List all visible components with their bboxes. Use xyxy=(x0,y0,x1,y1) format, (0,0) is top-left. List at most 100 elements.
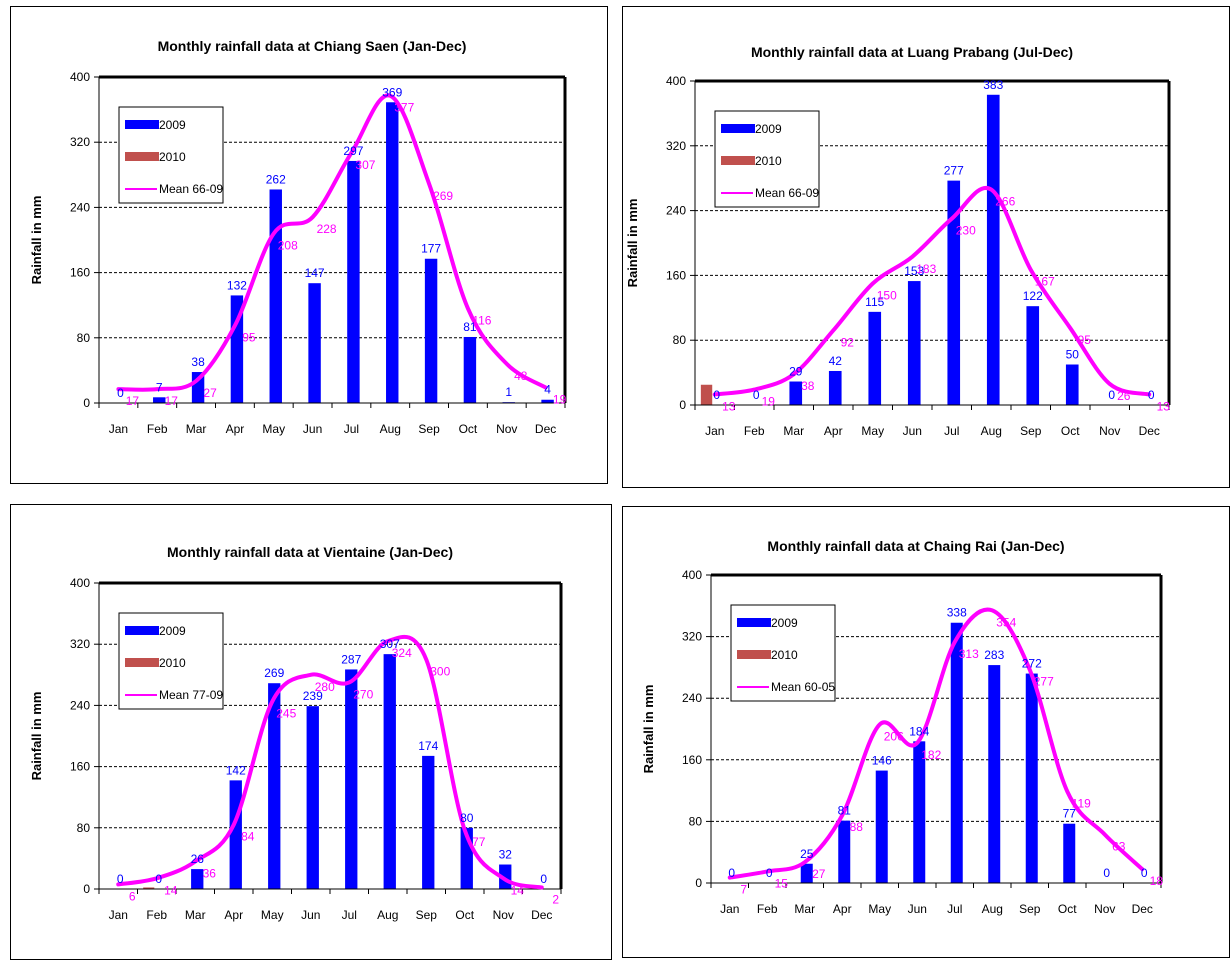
x-tick-label: Feb xyxy=(744,424,765,438)
data-label-2009: 147 xyxy=(305,266,325,280)
data-label-2009: 32 xyxy=(499,848,513,862)
x-tick-label: Dec xyxy=(1132,902,1153,916)
y-axis-label: Rainfall in mm xyxy=(641,685,656,774)
data-label-2009: 174 xyxy=(418,739,438,753)
x-tick-label: Sep xyxy=(416,908,438,922)
data-label-2009: 4 xyxy=(544,383,551,397)
data-label-2009: 338 xyxy=(947,606,967,620)
data-label-2009: 0 xyxy=(540,872,547,886)
bar-2009 xyxy=(153,397,166,403)
bar-2009 xyxy=(950,622,963,883)
data-label-2009: 283 xyxy=(984,648,1004,662)
data-label-2009: 115 xyxy=(865,295,884,309)
legend-swatch xyxy=(125,120,159,129)
bar-2009 xyxy=(268,683,281,889)
mean-line xyxy=(712,185,1152,397)
data-label-mean: 77 xyxy=(472,835,486,849)
bar-2010 xyxy=(143,887,155,889)
y-tick-label: 160 xyxy=(666,268,686,282)
bar-2009 xyxy=(269,189,282,403)
data-label-2009: 81 xyxy=(838,804,852,818)
data-label-2009: 272 xyxy=(1022,657,1042,671)
y-tick-label: 240 xyxy=(666,204,686,218)
data-label-2009: 80 xyxy=(460,811,474,825)
data-label-2009: 297 xyxy=(343,144,363,158)
data-label-2009: 0 xyxy=(728,866,735,880)
bar-2009 xyxy=(383,654,396,889)
chart-panel-chiang-saen: Monthly rainfall data at Chiang Saen (Ja… xyxy=(10,6,608,484)
data-label-mean: 17 xyxy=(126,394,140,408)
data-label-mean: 48 xyxy=(514,369,528,383)
data-label-mean: 167 xyxy=(1035,275,1055,289)
data-label-mean: 38 xyxy=(801,379,815,393)
x-tick-label: May xyxy=(261,908,284,922)
chart-svg: Monthly rainfall data at Vientaine (Jan-… xyxy=(29,544,563,922)
x-tick-label: Feb xyxy=(757,902,778,916)
data-label-2009: 0 xyxy=(1108,388,1115,402)
bar-2009 xyxy=(838,820,851,883)
data-label-2009: 307 xyxy=(380,637,400,651)
y-tick-label: 400 xyxy=(70,576,90,590)
y-axis-label: Rainfall in mm xyxy=(29,196,44,285)
data-label-2009: 7 xyxy=(156,380,163,394)
data-label-2009: 239 xyxy=(303,689,323,703)
data-label-mean: 88 xyxy=(850,820,864,834)
x-tick-label: Oct xyxy=(459,422,478,436)
data-label-mean: 150 xyxy=(877,289,897,303)
bar-2009 xyxy=(868,311,882,405)
data-label-mean: 206 xyxy=(884,729,904,743)
data-label-mean: 13 xyxy=(722,399,736,413)
data-label-2009: 277 xyxy=(944,164,964,178)
y-tick-label: 0 xyxy=(83,882,90,896)
chart-svg: Monthly rainfall data at Luang Prabang (… xyxy=(625,44,1171,438)
y-tick-label: 320 xyxy=(666,139,686,153)
data-label-2009: 38 xyxy=(191,355,205,369)
y-tick-label: 160 xyxy=(70,760,90,774)
chart-svg: Monthly rainfall data at Chiang Saen (Ja… xyxy=(29,38,567,436)
y-tick-label: 0 xyxy=(83,396,90,410)
bar-2009 xyxy=(424,258,438,403)
data-label-mean: 92 xyxy=(841,335,855,349)
x-tick-label: Oct xyxy=(455,908,474,922)
legend-label: 2010 xyxy=(755,154,782,168)
data-label-2009: 0 xyxy=(117,872,124,886)
data-label-mean: 208 xyxy=(278,238,298,252)
legend-label: 2009 xyxy=(159,624,186,638)
x-tick-label: Jun xyxy=(301,908,320,922)
legend-label: 2009 xyxy=(771,616,798,630)
x-tick-label: Feb xyxy=(147,422,168,436)
data-label-mean: 63 xyxy=(1112,839,1126,853)
chart-panel-vientaine: Monthly rainfall data at Vientaine (Jan-… xyxy=(10,504,612,960)
chart-svg: Monthly rainfall data at Chaing Rai (Jan… xyxy=(641,538,1163,916)
bar-2009 xyxy=(988,665,1001,883)
data-label-mean: 36 xyxy=(203,866,217,880)
mean-line xyxy=(727,607,1145,880)
mean-line xyxy=(116,634,544,890)
legend-label: Mean 77-09 xyxy=(159,688,223,702)
data-label-mean: 228 xyxy=(317,222,337,236)
x-tick-label: Sep xyxy=(1020,424,1042,438)
bar-2009 xyxy=(1026,306,1040,405)
bar-2009 xyxy=(191,869,204,889)
y-tick-label: 80 xyxy=(77,821,91,835)
bar-2009 xyxy=(347,160,360,403)
data-label-2009: 0 xyxy=(753,388,760,402)
data-label-mean: 377 xyxy=(394,101,414,115)
data-label-2009: 0 xyxy=(713,388,720,402)
bar-2009 xyxy=(913,741,926,883)
y-tick-label: 80 xyxy=(689,814,703,828)
bar-2009 xyxy=(308,283,321,403)
legend-swatch xyxy=(125,152,159,161)
chart-panel-chaing-rai: Monthly rainfall data at Chaing Rai (Jan… xyxy=(622,506,1230,958)
x-tick-label: Jul xyxy=(344,422,359,436)
bar-2009 xyxy=(947,180,961,405)
data-label-mean: 266 xyxy=(995,195,1015,209)
bar-2009 xyxy=(828,370,842,405)
legend-label: Mean 66-09 xyxy=(755,186,819,200)
y-tick-label: 240 xyxy=(682,691,702,705)
y-tick-label: 160 xyxy=(682,753,702,767)
legend-label: 2010 xyxy=(159,656,186,670)
bar-2009 xyxy=(800,863,813,883)
data-label-mean: 6 xyxy=(129,889,136,903)
x-tick-label: Feb xyxy=(146,908,167,922)
